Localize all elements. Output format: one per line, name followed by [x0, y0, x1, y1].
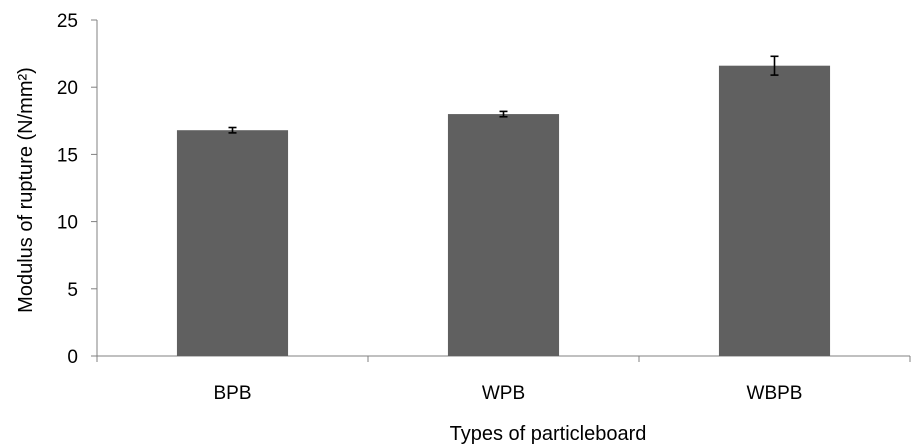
x-tick-label: BPB: [213, 383, 251, 404]
bar-wpb: [447, 114, 560, 356]
y-tick-labels: 0 5 10 15 20 25: [57, 11, 78, 368]
y-tick-label: 10: [57, 213, 78, 234]
error-bars: [228, 55, 779, 134]
error-bar-wbpb: [770, 55, 779, 76]
x-tick-labels: BPB WPB WBPB: [213, 383, 802, 404]
y-tick-label: 25: [57, 11, 78, 32]
y-axis: [91, 19, 98, 357]
y-tick-label: 15: [57, 145, 78, 166]
bar-bpb: [176, 130, 289, 356]
y-tick-label: 20: [57, 78, 78, 99]
bars: [176, 65, 831, 357]
error-bar-bpb: [228, 126, 237, 134]
x-tick-label: WBPB: [747, 383, 803, 404]
x-axis: [96, 355, 911, 362]
x-tick-label: WPB: [482, 383, 525, 404]
y-axis-title: Modulus of rupture (N/mm²): [15, 67, 37, 313]
x-axis-title: Types of particleboard: [450, 423, 647, 445]
y-tick-label: 5: [67, 280, 78, 301]
error-bar-wpb: [499, 110, 508, 118]
y-tick-label: 0: [67, 347, 78, 368]
bar-wbpb: [718, 65, 831, 357]
